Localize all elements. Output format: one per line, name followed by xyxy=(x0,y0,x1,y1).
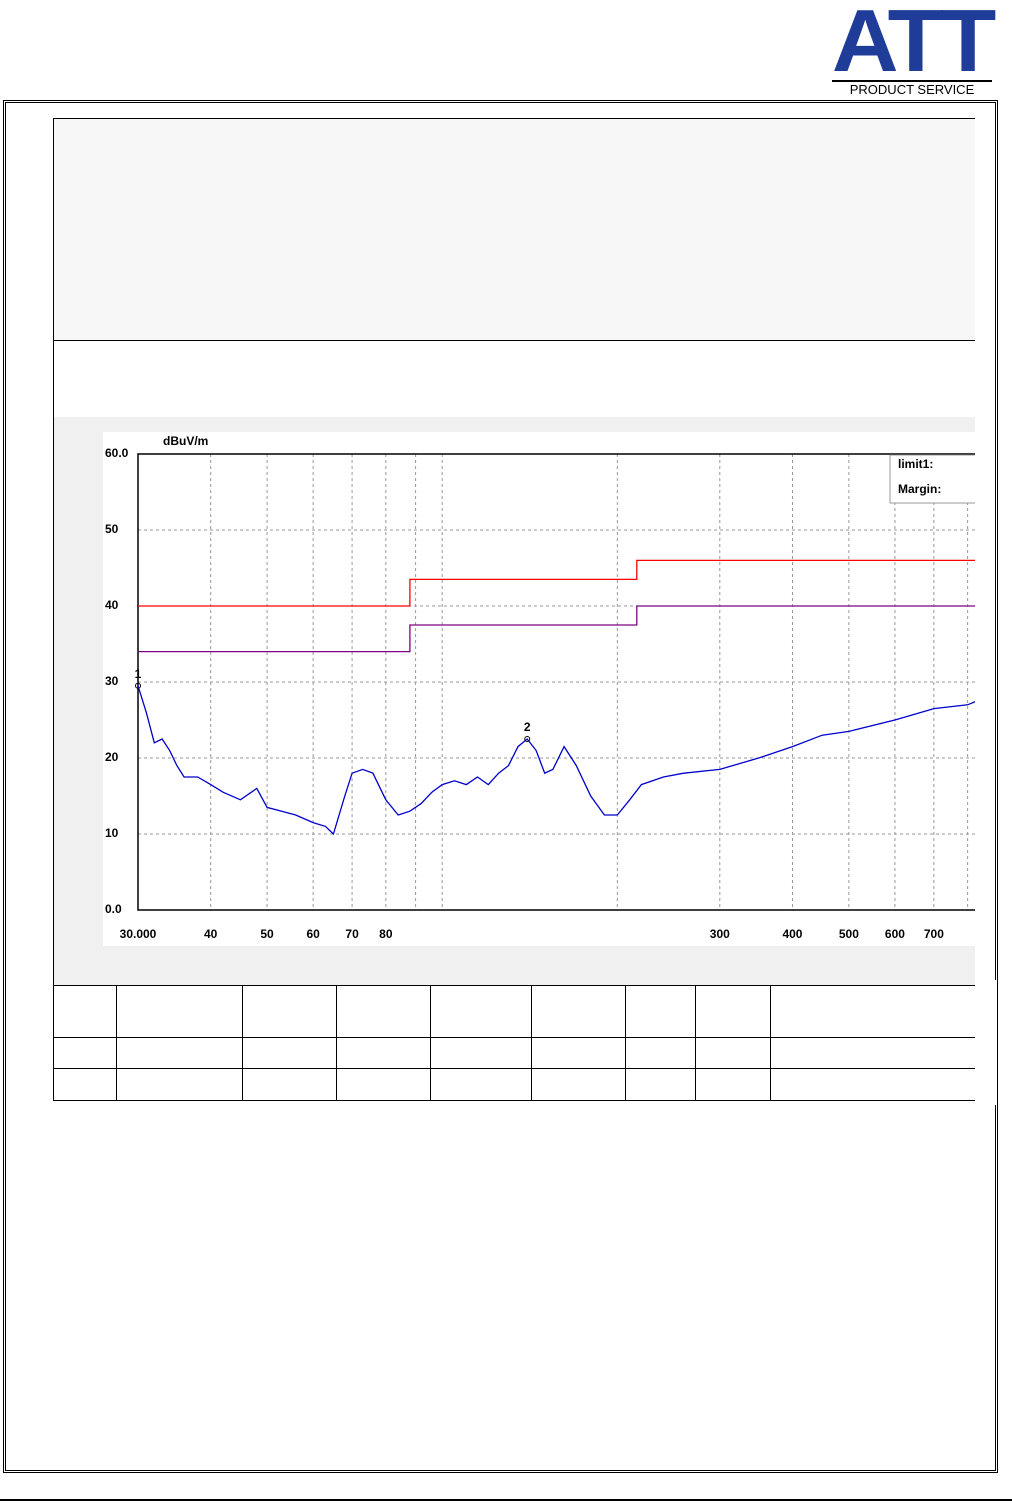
chart: dBuV/m 60.0 50 40 30 20 10 0.0 30.000 40 50 60 70 80… xyxy=(103,432,975,946)
result-table xyxy=(53,985,993,1101)
plot-frame xyxy=(137,453,975,911)
x-tick-label: 60 xyxy=(306,927,320,941)
y-tick-label: 50 xyxy=(105,522,119,536)
logo-name: ATT xyxy=(831,0,996,90)
y-tick-label: 60.0 xyxy=(105,446,129,460)
y-tick-label: 10 xyxy=(105,826,119,840)
legend-label: Margin: xyxy=(898,482,941,496)
y-tick-label: 20 xyxy=(105,750,119,764)
x-tick-label: 600 xyxy=(885,927,905,941)
top-box xyxy=(53,118,975,341)
y-tick-label: 30 xyxy=(105,674,119,688)
legend-label: limit1: xyxy=(898,457,933,471)
y-unit: dBuV/m xyxy=(163,434,208,448)
x-tick-label: 300 xyxy=(710,927,730,941)
x-tick-label: 400 xyxy=(782,927,802,941)
table-clip xyxy=(975,980,997,1105)
series-line xyxy=(137,685,975,836)
y-tick-label: 0.0 xyxy=(105,902,122,916)
x-tick-label: 50 xyxy=(260,927,274,941)
marker-label: 1 xyxy=(135,667,142,681)
x-tick-label: 80 xyxy=(379,927,393,941)
x-tick-label: 30.000 xyxy=(120,927,157,941)
footer-rule xyxy=(0,1499,1012,1501)
outer-frame xyxy=(3,100,998,1473)
series-line xyxy=(138,559,975,607)
logo: ATT PRODUCT SERVICE xyxy=(832,0,996,98)
y-tick-label: 40 xyxy=(105,598,119,612)
x-tick-label: 500 xyxy=(839,927,859,941)
marker-point xyxy=(524,736,531,742)
second-box xyxy=(53,340,975,418)
x-tick-label: 70 xyxy=(345,927,359,941)
marker-label: 2 xyxy=(524,720,531,734)
x-tick-label: 40 xyxy=(204,927,218,941)
x-tick-label: 700 xyxy=(924,927,944,941)
legend-box xyxy=(889,454,975,504)
marker-point xyxy=(135,682,141,689)
logo-tagline: PRODUCT SERVICE xyxy=(832,80,992,98)
series-line xyxy=(138,605,975,653)
